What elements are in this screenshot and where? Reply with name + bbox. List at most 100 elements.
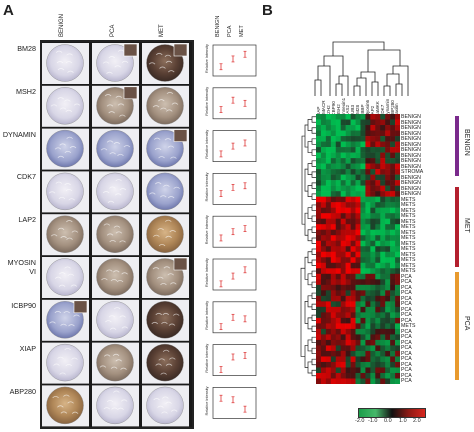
heatmap-row-label: METS xyxy=(401,251,416,258)
heatmap-row-label: METS xyxy=(401,235,416,242)
heatmap-row-label: PCA xyxy=(401,290,412,297)
heatmap xyxy=(316,114,400,384)
column-dendrogram xyxy=(314,41,409,96)
row-dendrogram xyxy=(300,116,316,377)
relative-intensity-plots: Relative Intensity Relative Intensity Rela… xyxy=(205,44,257,419)
tissue-core xyxy=(46,258,84,296)
row-label-bm28: BM28 xyxy=(17,44,36,53)
tissue-core xyxy=(146,386,184,425)
intensity-plot xyxy=(212,130,257,162)
heatmap-row-label: METS xyxy=(401,207,416,214)
heatmap-row-label: STROMA xyxy=(401,169,424,176)
intensity-ylabel: Relative Intensity xyxy=(205,130,209,159)
heatmap-row-label: BENIGN xyxy=(401,174,421,181)
row-label-xiap: XIAP xyxy=(19,344,36,353)
heatmap-row-label: BENIGN xyxy=(401,119,421,126)
group-label-benign: BENIGN xyxy=(463,129,470,156)
heatmap-row-label: BENIGN xyxy=(401,147,421,154)
tissue-core xyxy=(146,215,184,253)
heatmap-row-label: PCA xyxy=(401,284,412,291)
intensity-ylabel: Relative Intensity xyxy=(205,44,209,73)
heatmap-row-label: PCA xyxy=(401,273,412,280)
heatmap-row-label: PCA xyxy=(401,295,412,302)
heatmap-row-label: PCA xyxy=(401,345,412,352)
tissue-core xyxy=(46,87,84,125)
plot-header-pca: PCA xyxy=(227,25,233,37)
tissue-core xyxy=(96,258,134,296)
heatmap-row-label: PCA xyxy=(401,339,412,346)
intensity-plot xyxy=(212,215,257,248)
row-label-lap2: LAP2 xyxy=(18,215,36,224)
tissue-core xyxy=(146,343,184,382)
heatmap-row-label: METS xyxy=(401,323,416,330)
scale-tick-3: 0.0 xyxy=(384,418,392,424)
intensity-plot xyxy=(212,44,257,77)
panel-a-letter: A xyxy=(3,2,14,19)
tissue-core xyxy=(146,172,184,211)
row-label-icbp90: ICBP90 xyxy=(11,301,36,310)
heatmap-row-label: BENIGN xyxy=(401,136,421,143)
heatmap-row-label: METS xyxy=(401,213,416,220)
scale-tick-2: -1.0 xyxy=(368,418,378,424)
row-label-abp280: ABP280 xyxy=(9,387,36,396)
col-header-met: MET xyxy=(159,24,165,37)
tissue-core xyxy=(96,129,134,168)
group-bar-met xyxy=(455,187,459,267)
heatmap-row-label: METS xyxy=(401,262,416,269)
col-header-benign: BENIGN xyxy=(59,13,65,37)
intensity-plot xyxy=(212,258,257,291)
heatmap-row-label: BENIGN xyxy=(401,130,421,137)
tissue-core xyxy=(96,215,134,253)
color-scale-bar xyxy=(358,408,426,418)
panel-b-letter: B xyxy=(262,2,273,19)
heatmap-row-label: BENIGN xyxy=(401,191,421,198)
heatmap-row-labels: BENIGN BENIGN BENIGN BENIGN BENIGN BENIGN BENI… xyxy=(401,114,441,385)
row-label-cdk7: CDK7 xyxy=(16,172,36,181)
heatmap-row-label: BENIGN xyxy=(401,152,421,159)
tissue-core xyxy=(46,129,84,168)
heatmap-row-label: BENIGN xyxy=(401,180,421,187)
heatmap-row-label: METS xyxy=(401,196,416,203)
heatmap-row-label: PCA xyxy=(401,279,412,286)
group-bar-pca xyxy=(455,272,459,380)
tissue-core xyxy=(46,215,84,253)
intensity-ylabel: Relative Intensity xyxy=(205,172,209,201)
intensity-ylabel: Relative Intensity xyxy=(205,87,209,116)
heatmap-row-label: METS xyxy=(401,240,416,247)
scale-tick-4: 1.0 xyxy=(399,418,407,424)
row-label-msh2: MSH2 xyxy=(16,87,36,96)
intensity-plot xyxy=(212,173,257,205)
tissue-cores xyxy=(42,42,192,427)
intensity-ylabel: Relative Intensity xyxy=(205,386,209,415)
row-label-myosin-vi: MYOSIN VI xyxy=(7,258,36,276)
group-label-pca: PCA xyxy=(463,316,470,331)
heatmap-row-label: BENIGN xyxy=(401,163,421,170)
heatmap-row-label: BENIGN xyxy=(401,125,421,132)
tissue-core xyxy=(146,301,184,339)
heatmap-row-label: BENIGN xyxy=(401,114,421,120)
heatmap-row-label: PCA xyxy=(401,317,412,324)
heatmap-row-label: PCA xyxy=(401,356,412,363)
tissue-core xyxy=(96,343,134,382)
heatmap-row-label: PCA xyxy=(401,334,412,341)
tissue-core xyxy=(46,386,84,425)
scale-tick-1: -2.0 xyxy=(355,418,365,424)
heatmap-row-label: PCA xyxy=(401,350,412,357)
heatmap-row-label: BENIGN xyxy=(401,185,421,192)
heatmap-row-label: BENIGN xyxy=(401,141,421,148)
group-bar-benign xyxy=(455,116,459,176)
heatmap-row-label: PCA xyxy=(401,312,412,319)
heatmap-row-label: METS xyxy=(401,224,416,231)
heatmap-row-label: PCA xyxy=(401,378,412,385)
heatmap-row-label: METS xyxy=(401,257,416,264)
intensity-ylabel: Relative Intensity xyxy=(205,344,209,373)
intensity-ylabel: Relative Intensity xyxy=(205,215,209,244)
scale-tick-5: 2.0 xyxy=(413,418,421,424)
heatmap-row-label: METS xyxy=(401,218,416,225)
col-header-pca: PCA xyxy=(110,24,116,37)
heatmap-row-label: METS xyxy=(401,246,416,253)
heatmap-row-label: PCA xyxy=(401,301,412,308)
tissue-core xyxy=(96,386,134,425)
intensity-ylabel: Relative Intensity xyxy=(205,301,209,330)
row-label-dynamin: DYNAMIN xyxy=(2,130,36,139)
